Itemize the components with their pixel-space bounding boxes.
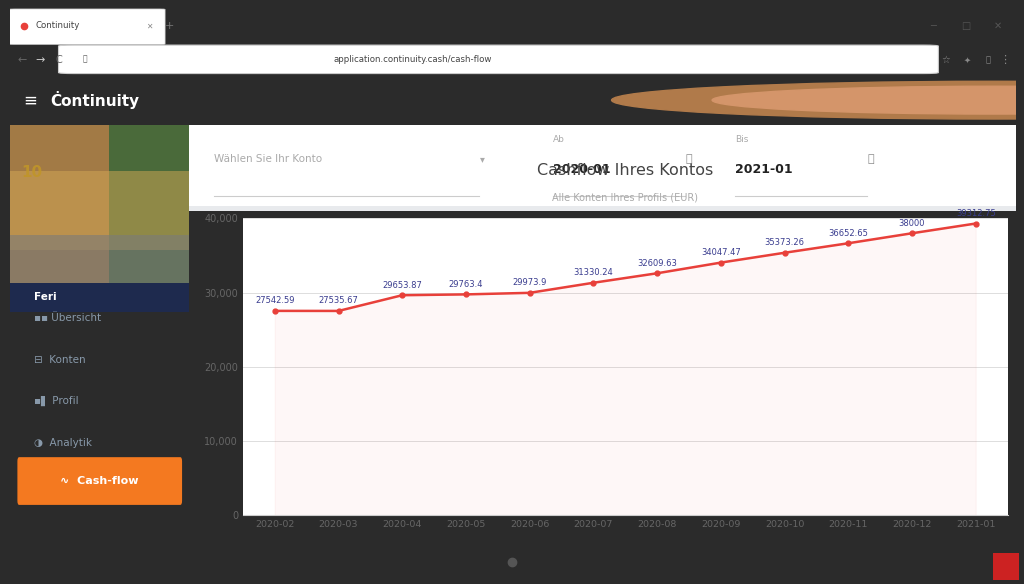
Text: ∿  Cash-flow: ∿ Cash-flow bbox=[60, 476, 139, 486]
Bar bbox=[10, 171, 189, 249]
Text: 31330.24: 31330.24 bbox=[573, 268, 613, 277]
Text: 2021-01: 2021-01 bbox=[735, 163, 793, 176]
Text: Ċontinuity: Ċontinuity bbox=[50, 91, 139, 109]
Bar bbox=[10, 125, 189, 283]
Text: 📅: 📅 bbox=[868, 154, 874, 164]
FancyBboxPatch shape bbox=[58, 45, 938, 74]
Text: C: C bbox=[55, 55, 61, 65]
Text: ✕: ✕ bbox=[993, 21, 1001, 31]
Text: ▾: ▾ bbox=[480, 154, 485, 164]
Text: 39312.75: 39312.75 bbox=[955, 209, 995, 218]
Text: Wählen Sie Ihr Konto: Wählen Sie Ihr Konto bbox=[214, 154, 323, 164]
Text: +: + bbox=[165, 21, 174, 31]
Text: 35373.26: 35373.26 bbox=[765, 238, 805, 247]
Text: ⋮: ⋮ bbox=[999, 55, 1011, 65]
Text: 🔒: 🔒 bbox=[83, 55, 87, 64]
Bar bbox=[189, 125, 1016, 206]
Text: ─: ─ bbox=[931, 21, 936, 31]
Text: Ab: Ab bbox=[553, 135, 565, 144]
Text: Alle Konten Ihres Profils (EUR): Alle Konten Ihres Profils (EUR) bbox=[552, 193, 698, 203]
Text: 2020-01: 2020-01 bbox=[553, 163, 610, 176]
Text: 29973.9: 29973.9 bbox=[512, 278, 547, 287]
Text: ▪▌ Profil: ▪▌ Profil bbox=[34, 396, 78, 406]
Text: ←: ← bbox=[17, 55, 27, 65]
Text: 👤: 👤 bbox=[985, 55, 990, 64]
Text: ◑  Analytik: ◑ Analytik bbox=[34, 437, 91, 447]
Bar bbox=[10, 235, 189, 283]
FancyBboxPatch shape bbox=[9, 9, 165, 44]
Circle shape bbox=[712, 86, 1024, 114]
Text: ≡: ≡ bbox=[24, 91, 37, 109]
Text: ⊟  Konten: ⊟ Konten bbox=[34, 354, 85, 364]
Text: ✦: ✦ bbox=[964, 55, 971, 64]
Text: Continuity: Continuity bbox=[36, 22, 80, 30]
Text: ▪▪ Übersicht: ▪▪ Übersicht bbox=[34, 313, 100, 323]
Text: application.continuity.cash/cash-flow: application.continuity.cash/cash-flow bbox=[333, 55, 492, 64]
Text: □: □ bbox=[961, 21, 970, 31]
Text: ✕: ✕ bbox=[145, 22, 153, 30]
Text: 29653.87: 29653.87 bbox=[382, 281, 422, 290]
Bar bbox=[993, 554, 1019, 579]
Text: 27535.67: 27535.67 bbox=[318, 296, 358, 305]
Text: 34047.47: 34047.47 bbox=[701, 248, 740, 257]
Text: 32609.63: 32609.63 bbox=[637, 259, 677, 267]
Text: Bis: Bis bbox=[735, 135, 749, 144]
Text: Cashflow Ihres Kontos: Cashflow Ihres Kontos bbox=[538, 164, 714, 179]
Bar bbox=[189, 206, 1016, 211]
Text: 29763.4: 29763.4 bbox=[449, 280, 483, 289]
Circle shape bbox=[611, 81, 1024, 119]
Text: ☆: ☆ bbox=[941, 55, 950, 65]
Text: 36652.65: 36652.65 bbox=[828, 229, 868, 238]
FancyBboxPatch shape bbox=[17, 457, 182, 505]
Bar bbox=[10, 283, 189, 312]
Text: 📅: 📅 bbox=[686, 154, 692, 164]
Text: Feri: Feri bbox=[34, 293, 56, 303]
Text: →: → bbox=[36, 55, 45, 65]
Text: 27542.59: 27542.59 bbox=[255, 296, 295, 305]
Text: 10: 10 bbox=[22, 165, 42, 180]
Text: 38000: 38000 bbox=[899, 218, 926, 228]
Bar bbox=[10, 125, 109, 283]
